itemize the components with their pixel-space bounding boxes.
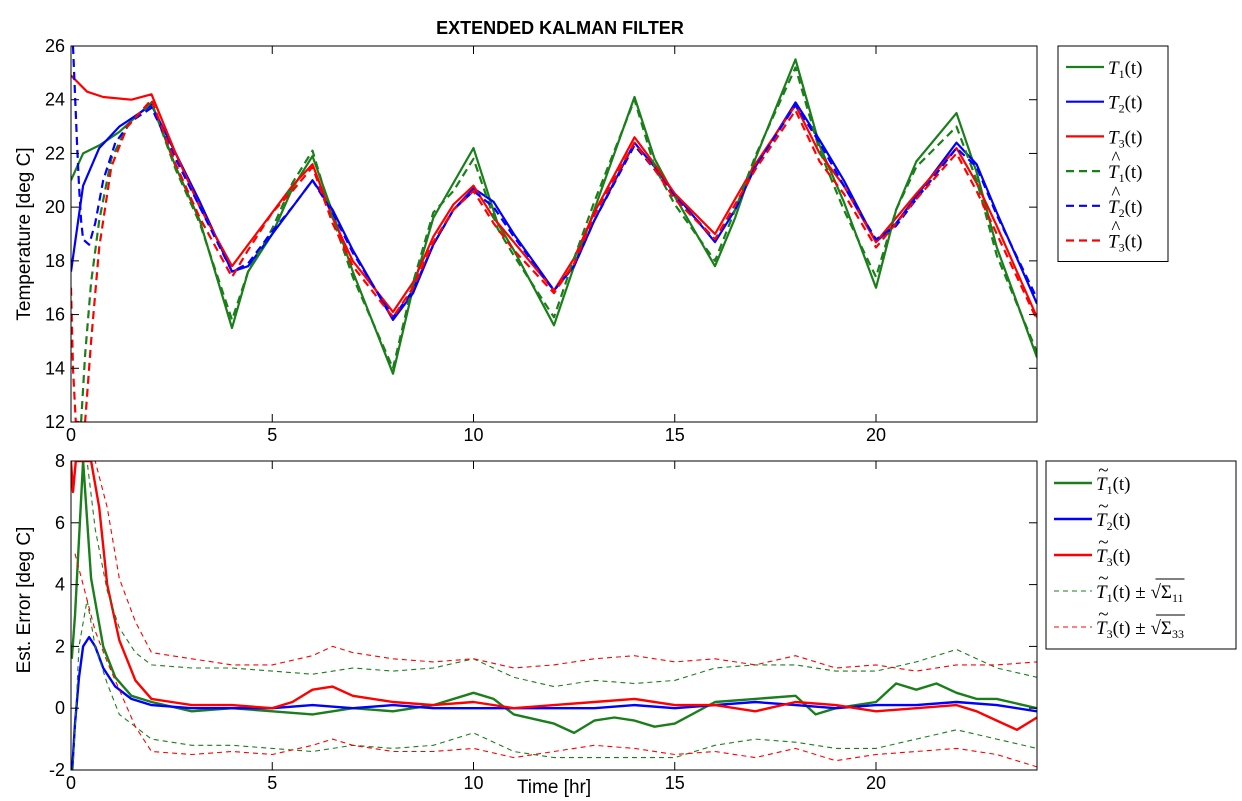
legend-hat-mark: ^ (1111, 148, 1121, 169)
series-5-line (71, 46, 1037, 319)
legend-tilde-mark: ~ (1098, 496, 1108, 517)
legend-box (1057, 45, 1169, 262)
legend-label: T3(t) ± √Σ33 (1096, 618, 1184, 641)
legend-label: T3(t) (1096, 546, 1131, 569)
x-tick-label: 10 (463, 773, 483, 793)
x-tick-label: 15 (665, 425, 685, 445)
plot-area (71, 46, 1037, 422)
y-tick-label: 24 (45, 90, 65, 110)
legend-hat-mark: ^ (1111, 183, 1121, 204)
series-group (71, 461, 1037, 770)
x-tick-label: 0 (66, 425, 76, 445)
legend-label: T3(t) (1108, 232, 1143, 255)
chart-title: EXTENDED KALMAN FILTER (436, 18, 684, 38)
series-4-line (80, 66, 1037, 422)
series-4-lower-line (72, 599, 1037, 770)
x-tick-label: 5 (267, 425, 277, 445)
y-tick-label: 4 (55, 575, 65, 595)
legend-label: T2(t) (1096, 510, 1131, 533)
y-tick-label: 8 (55, 451, 65, 471)
y-tick-label: 14 (45, 358, 65, 378)
y-tick-label: 18 (45, 251, 65, 271)
legend-label: T1(t) (1108, 58, 1143, 81)
series-3-line (71, 461, 1037, 731)
legend: T1(t)~T2(t)~T3(t)~T1(t) ± √Σ11~T3(t) ± √… (1045, 460, 1237, 650)
series-2-line (71, 635, 1037, 770)
y-tick-label: 20 (45, 197, 65, 217)
series-1-line (71, 58, 1037, 375)
top-y-axis-label: Temperature [deg C] (14, 147, 35, 320)
bottom-y-axis-label: Est. Error [deg C] (14, 527, 35, 674)
series-3-line (71, 74, 1037, 318)
y-tick-label: 6 (55, 513, 65, 533)
legend-label: T3(t) (1108, 127, 1143, 150)
x-axis-label: Time [hr] (517, 777, 591, 798)
x-tick-label: 0 (66, 773, 76, 793)
legend-hat-mark: ^ (1111, 218, 1121, 239)
axes-frame (70, 460, 1038, 771)
y-tick-label: 16 (45, 305, 65, 325)
y-tick-label: 0 (55, 698, 65, 718)
x-tick-label: 5 (267, 773, 277, 793)
y-tick-label: 12 (45, 412, 65, 432)
x-tick-label: 20 (866, 425, 886, 445)
y-tick-label: 22 (45, 143, 65, 163)
legend-tilde-mark: ~ (1098, 460, 1108, 481)
series-6-line (71, 98, 1037, 422)
legend-tilde-mark: ~ (1098, 532, 1108, 553)
legend-label: T1(t) (1108, 162, 1143, 185)
x-tick-label: 15 (665, 773, 685, 793)
legend: T1(t)T2(t)T3(t)T1(t)^T2(t)^T3(t)^ (1057, 45, 1169, 262)
x-tick-label: 20 (866, 773, 886, 793)
axes-frame (70, 45, 1038, 423)
series-group (71, 46, 1037, 422)
legend-tilde-mark: ~ (1098, 604, 1108, 625)
legend-label: T1(t) ± √Σ11 (1096, 582, 1184, 605)
legend-label: T2(t) (1108, 197, 1143, 220)
y-tick-label: -2 (49, 760, 65, 780)
series-1-line (71, 461, 1037, 735)
temperature-plot: 0 5 10 15 20 12 14 16 18 20 22 24 26 T1(t) T2(t) T3(t) T… (45, 36, 1169, 445)
legend-label: T2(t) (1108, 93, 1143, 116)
plot-area (71, 461, 1037, 770)
legend-label: T1(t) (1096, 474, 1131, 497)
y-tick-label: 2 (55, 636, 65, 656)
y-tick-label: 26 (45, 36, 65, 56)
x-tick-label: 10 (463, 425, 483, 445)
legend-tilde-mark: ~ (1098, 568, 1108, 589)
